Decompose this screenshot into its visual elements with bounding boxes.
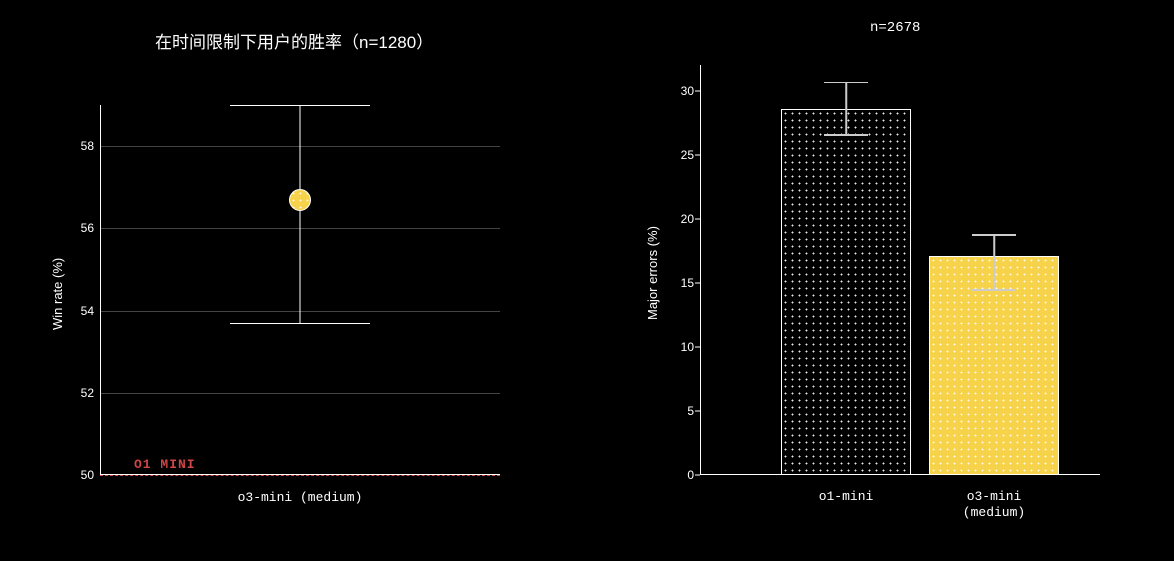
left-data-point [289,189,311,211]
right-bar [781,109,911,475]
right-y-tick-label: 10 [664,340,694,354]
left-y-axis-title: Win rate (%) [50,258,65,330]
left-error-cap [230,323,370,324]
right-y-tick-label: 20 [664,212,694,226]
right-error-cap [972,289,1016,291]
right-error-cap [824,134,868,136]
right-error-whisker [993,234,995,289]
right-y-axis-title: Major errors (%) [645,226,660,320]
left-y-tick-label: 58 [66,139,94,153]
right-error-cap [824,82,868,84]
left-y-tick-label: 56 [66,221,94,235]
left-y-tick-label: 50 [66,468,94,482]
left-baseline: O1 MINI [100,475,500,476]
figure-canvas: 在时间限制下用户的胜率（n=1280） 5052545658 Win rate … [0,0,1174,561]
right-y-tick-label: 15 [664,276,694,290]
left-y-tick-label: 52 [66,386,94,400]
left-error-whisker [300,105,301,323]
left-y-axis [100,105,101,475]
left-gridline [100,393,500,394]
right-y-axis [700,65,701,475]
left-error-cap [230,105,370,106]
right-error-cap [972,234,1016,236]
right-y-tick-label: 30 [664,84,694,98]
left-y-tick-label: 54 [66,304,94,318]
right-chart-title: n=2678 [870,20,920,36]
left-x-category-label: o3-mini (medium) [238,490,363,506]
right-x-category-label: o3-mini(medium) [963,489,1025,522]
right-y-tick-label: 25 [664,148,694,162]
right-chart: 051015202530 Major errors (%) o1-minio3-… [700,65,1100,475]
right-x-category-label: o1-mini [819,489,874,505]
left-chart-title: 在时间限制下用户的胜率（n=1280） [155,28,433,53]
right-error-whisker [845,82,847,135]
left-chart: 5052545658 Win rate (%) O1 MINI o3-mini … [100,105,500,475]
right-y-tick-label: 0 [664,468,694,482]
right-y-tick-label: 5 [664,404,694,418]
left-baseline-label: O1 MINI [134,457,196,472]
